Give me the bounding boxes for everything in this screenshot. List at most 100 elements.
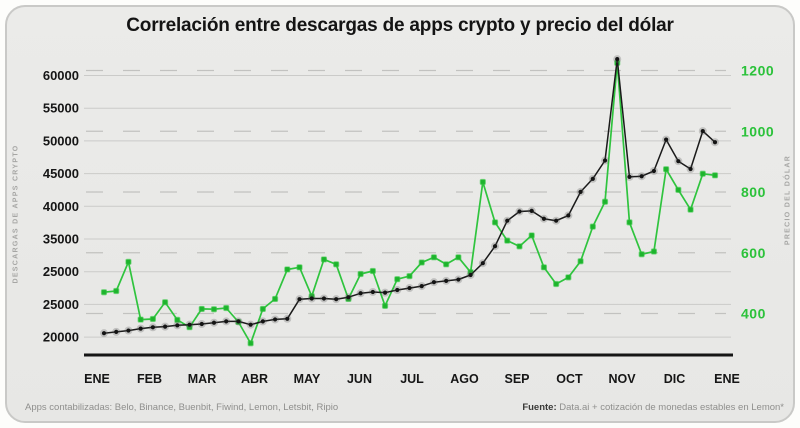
- downloads-point: [346, 295, 351, 300]
- downloads-point: [554, 218, 559, 223]
- right-axis-tick: 400: [741, 306, 766, 322]
- downloads-point: [578, 189, 583, 195]
- downloads-point: [309, 296, 314, 301]
- month-label: JUL: [400, 372, 424, 386]
- dollar-point: [430, 254, 438, 261]
- dollar-line: [103, 62, 716, 345]
- downloads-point: [651, 168, 657, 174]
- downloads-point: [126, 328, 131, 333]
- dollar-point: [699, 170, 706, 177]
- source-note: Fuente: Data.ai + cotización de monedas …: [522, 402, 784, 413]
- month-label: ENE: [714, 372, 740, 386]
- month-label: FEB: [137, 372, 162, 386]
- month-label: NOV: [608, 372, 636, 386]
- left-axis-tick: 50000: [43, 133, 79, 148]
- month-label: ABR: [241, 372, 268, 386]
- downloads-point: [199, 321, 204, 327]
- downloads-point: [431, 280, 437, 285]
- downloads-point: [150, 325, 155, 330]
- left-axis-tick: 55000: [43, 101, 79, 116]
- dollar-point: [711, 172, 719, 179]
- left-axis-tick: 45000: [43, 166, 79, 181]
- dollar-point: [259, 305, 266, 313]
- dollar-point: [553, 280, 560, 288]
- dollar-point: [528, 232, 535, 239]
- downloads-point: [419, 283, 424, 289]
- dollar-point: [161, 299, 169, 306]
- month-label: OCT: [556, 372, 583, 386]
- downloads-point: [407, 285, 412, 291]
- downloads-point: [163, 324, 168, 329]
- dollar-point: [479, 178, 486, 186]
- downloads-point: [175, 323, 180, 328]
- dollar-point: [589, 223, 596, 230]
- dollar-point: [443, 261, 450, 268]
- left-axis-tick: 60000: [43, 68, 79, 83]
- downloads-point: [358, 291, 363, 296]
- dollar-point: [247, 340, 254, 347]
- month-label: MAY: [294, 372, 321, 386]
- dollar-point: [516, 243, 523, 250]
- downloads-point: [639, 174, 644, 179]
- dollar-point: [320, 256, 328, 263]
- right-axis-tick: 600: [741, 245, 766, 261]
- downloads-point: [541, 216, 547, 221]
- right-axis-tick: 1200: [741, 63, 774, 79]
- dollar-point: [565, 274, 572, 281]
- downloads-point: [688, 166, 693, 172]
- downloads-point: [285, 316, 290, 321]
- month-label: JUN: [347, 372, 372, 386]
- downloads-point: [700, 128, 705, 134]
- downloads-point: [664, 137, 669, 142]
- dollar-point: [491, 219, 499, 226]
- downloads-point: [260, 319, 265, 324]
- dollar-point: [271, 295, 279, 303]
- left-axis-tick: 25000: [43, 297, 79, 312]
- dollar-point: [333, 261, 340, 268]
- downloads-point: [505, 218, 510, 223]
- downloads-point: [602, 158, 608, 163]
- downloads-point: [101, 331, 107, 336]
- downloads-point: [211, 320, 217, 325]
- right-axis-tick: 1000: [741, 123, 774, 139]
- dollar-point: [504, 237, 511, 244]
- dollar-point: [284, 266, 291, 273]
- dollar-point: [577, 258, 584, 265]
- dollar-point: [125, 258, 132, 265]
- downloads-point: [370, 289, 375, 295]
- dollar-point: [381, 302, 389, 310]
- apps-note: Apps contabilizadas: Belo, Binance, Buen…: [25, 402, 339, 413]
- dollar-point: [210, 306, 218, 313]
- month-label: SEP: [504, 372, 529, 386]
- month-label: ENE: [84, 372, 110, 386]
- chart-card: [5, 5, 795, 423]
- left-axis-tick: 20000: [43, 330, 79, 345]
- dollar-point: [137, 316, 144, 323]
- downloads-point: [248, 322, 253, 327]
- dollar-point: [601, 198, 609, 205]
- month-label: AGO: [450, 372, 479, 386]
- downloads-point: [676, 159, 681, 164]
- dollar-point: [675, 186, 682, 193]
- left-axis-tick: 25000: [43, 264, 79, 279]
- downloads-point: [529, 208, 534, 213]
- downloads-point: [395, 287, 400, 293]
- dollar-point: [650, 248, 658, 255]
- downloads-point: [444, 278, 449, 283]
- dollar-point: [540, 264, 548, 271]
- downloads-point: [492, 244, 498, 249]
- downloads-point: [272, 317, 278, 322]
- downloads-point: [480, 261, 485, 266]
- downloads-point: [236, 319, 241, 324]
- dollar-point: [113, 287, 120, 295]
- downloads-point: [224, 319, 229, 324]
- downloads-point: [590, 176, 595, 181]
- downloads-point: [297, 297, 302, 302]
- downloads-point: [566, 213, 571, 218]
- downloads-point: [615, 57, 620, 62]
- downloads-point: [114, 329, 119, 334]
- downloads-point: [517, 209, 522, 214]
- dollar-point: [149, 315, 156, 323]
- dollar-point: [626, 219, 633, 226]
